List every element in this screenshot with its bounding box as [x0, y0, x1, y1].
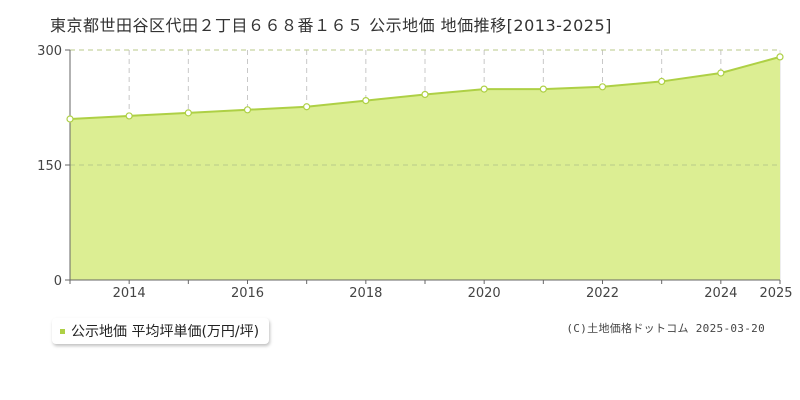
data-point — [717, 69, 725, 77]
x-tick-label: 2022 — [586, 286, 619, 301]
data-point — [598, 83, 607, 91]
legend: 公示地価 平均坪単価(万円/坪) — [52, 318, 270, 344]
data-point — [66, 115, 74, 123]
label-layer: 0 150 300 2014 2016 2018 2020 2022 2024 2025 — [37, 44, 792, 301]
data-point — [539, 85, 547, 93]
data-point — [362, 96, 370, 105]
y-tick-label: 300 — [37, 44, 62, 59]
data-point — [421, 90, 429, 99]
price-trend-chart: 0 150 300 2014 2016 2018 2020 2022 2024 2025 — [37, 44, 792, 301]
data-point — [658, 77, 666, 86]
credit-text: (C)土地価格ドットコム 2025-03-20 — [566, 322, 765, 335]
x-tick-label: 2016 — [231, 286, 264, 301]
data-point — [303, 103, 311, 111]
x-tick-label: 2025 — [759, 286, 792, 301]
x-tick-label: 2020 — [468, 286, 501, 301]
data-point — [243, 106, 252, 114]
point-layer — [66, 53, 784, 123]
x-tick-label: 2018 — [349, 286, 382, 301]
y-tick-label: 0 — [54, 274, 62, 289]
x-tick-label: 2014 — [113, 286, 146, 301]
x-tick-label: 2024 — [704, 286, 737, 301]
data-point — [184, 109, 192, 117]
y-tick-label: 150 — [37, 159, 62, 174]
axis-layer — [65, 49, 781, 284]
legend-label: 公示地価 平均坪単価(万円/坪) — [71, 324, 260, 340]
legend-swatch — [60, 328, 65, 334]
chart-title: 東京都世田谷区代田２丁目６６８番１６５ 公示地価 地価推移[2013-2025] — [50, 16, 612, 35]
data-point — [480, 85, 488, 93]
data-point — [776, 53, 784, 61]
data-point — [125, 112, 133, 120]
